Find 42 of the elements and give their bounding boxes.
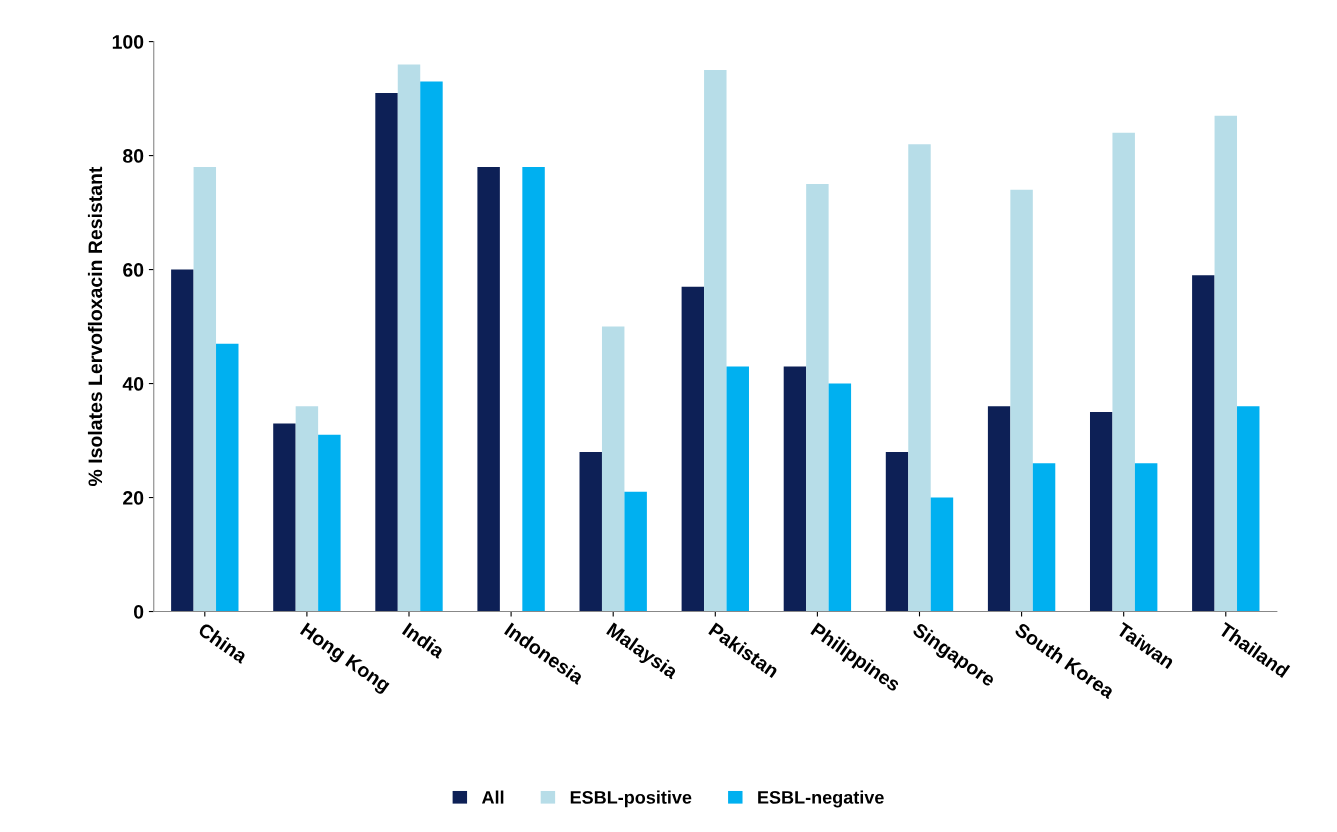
bar [318, 434, 341, 612]
bar [579, 451, 602, 612]
bar [930, 497, 954, 612]
bar [171, 269, 194, 612]
y-tick-label: 100 [112, 35, 144, 49]
bar [704, 70, 727, 612]
bar [1112, 132, 1135, 612]
bar [1090, 412, 1113, 612]
bar [1214, 115, 1238, 612]
bar [1134, 463, 1158, 612]
bar [375, 92, 398, 612]
bar [1237, 406, 1260, 612]
y-tick-label: 80 [123, 149, 144, 163]
bar [1032, 463, 1056, 612]
bar [601, 326, 625, 612]
y-tick-label: 40 [122, 377, 144, 391]
bar [273, 423, 296, 612]
bar [806, 184, 829, 612]
bar [477, 166, 500, 612]
y-tick-label: 60 [123, 263, 144, 277]
bar [295, 406, 319, 612]
y-tick-label: 0 [133, 604, 144, 619]
bar [885, 451, 909, 612]
bar [1010, 189, 1033, 612]
bar [783, 366, 807, 612]
bar [681, 286, 705, 612]
bar [1192, 275, 1215, 612]
y-axis-title: % Isolates Lervofloxacin Resistant [87, 166, 103, 486]
bar [420, 81, 443, 612]
bar [908, 144, 931, 612]
bar [624, 491, 647, 612]
bar [987, 406, 1011, 612]
y-tick-label: 20 [123, 491, 144, 505]
bar [193, 166, 217, 612]
legend-label: All [481, 790, 504, 804]
legend-label: ESBL-negative [758, 790, 884, 808]
legend-label: ESBL-positive [570, 790, 692, 808]
bar [397, 64, 421, 612]
bar [216, 343, 239, 612]
bar [828, 383, 852, 612]
bar [522, 166, 545, 612]
bar [726, 366, 749, 612]
